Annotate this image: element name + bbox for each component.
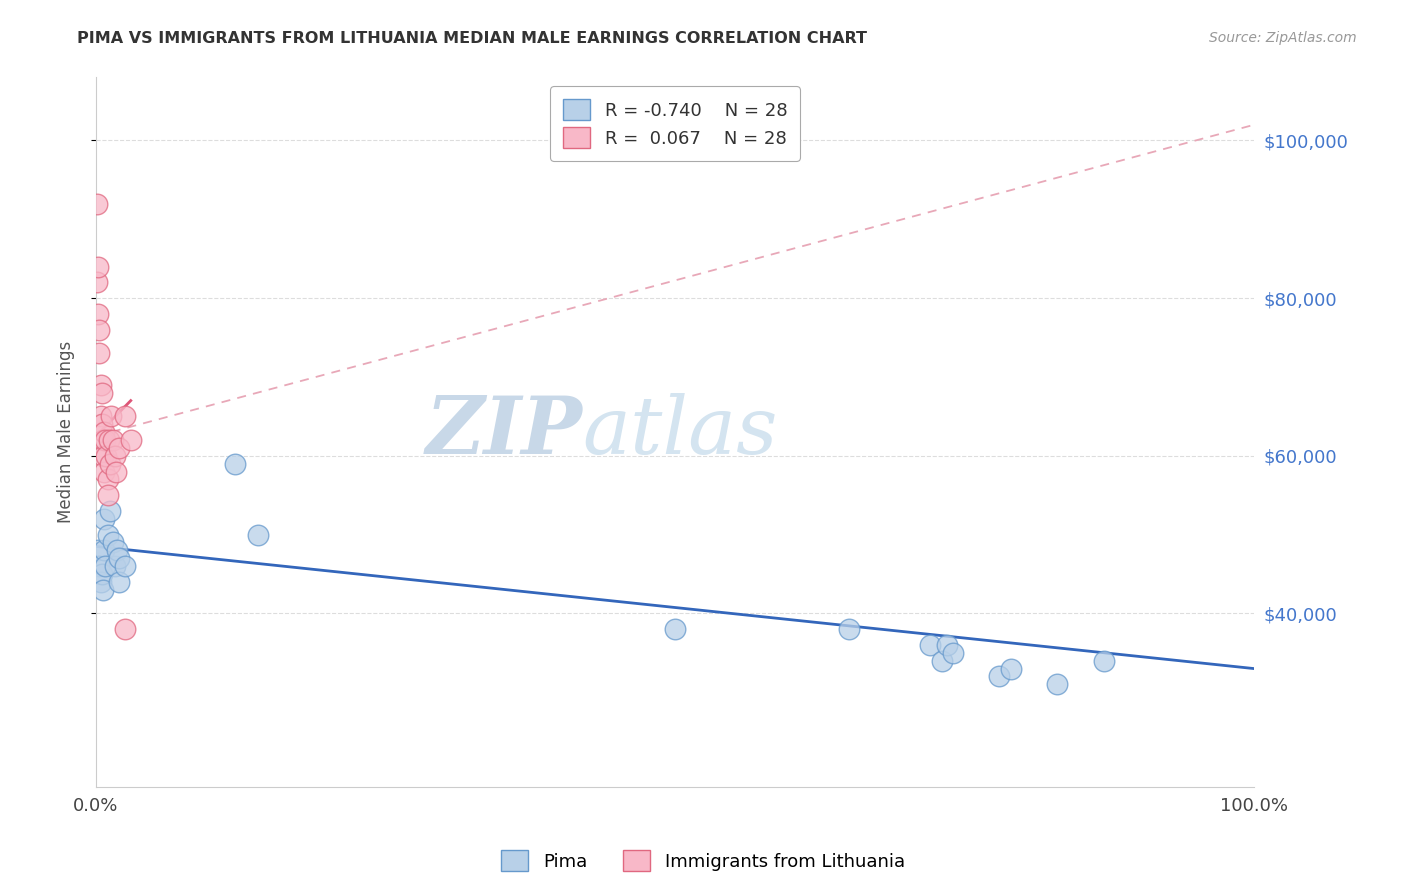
Point bbox=[94, 433, 117, 447]
Point bbox=[100, 409, 122, 424]
Point bbox=[97, 527, 120, 541]
Legend: Pima, Immigrants from Lithuania: Pima, Immigrants from Lithuania bbox=[494, 843, 912, 879]
Point bbox=[90, 417, 112, 432]
Point bbox=[105, 543, 128, 558]
Point bbox=[942, 646, 965, 660]
Point bbox=[87, 260, 110, 274]
Point bbox=[103, 449, 125, 463]
Point bbox=[108, 441, 131, 455]
Point bbox=[97, 488, 120, 502]
Point bbox=[936, 638, 959, 652]
Point bbox=[90, 567, 112, 582]
Point bbox=[89, 323, 111, 337]
Point bbox=[931, 654, 953, 668]
Point bbox=[89, 346, 111, 360]
Point bbox=[1046, 677, 1069, 691]
Point bbox=[98, 504, 121, 518]
Point bbox=[104, 465, 127, 479]
Point bbox=[97, 472, 120, 486]
Point bbox=[93, 465, 115, 479]
Point bbox=[1000, 662, 1022, 676]
Point bbox=[91, 582, 114, 597]
Point bbox=[91, 449, 114, 463]
Point bbox=[1092, 654, 1115, 668]
Point bbox=[93, 425, 115, 439]
Point bbox=[114, 409, 136, 424]
Point bbox=[664, 622, 686, 636]
Text: PIMA VS IMMIGRANTS FROM LITHUANIA MEDIAN MALE EARNINGS CORRELATION CHART: PIMA VS IMMIGRANTS FROM LITHUANIA MEDIAN… bbox=[77, 31, 868, 46]
Point bbox=[114, 622, 136, 636]
Point bbox=[103, 535, 125, 549]
Point bbox=[94, 559, 117, 574]
Point bbox=[98, 457, 121, 471]
Point bbox=[86, 196, 108, 211]
Point bbox=[918, 638, 941, 652]
Point bbox=[103, 559, 125, 574]
Text: Source: ZipAtlas.com: Source: ZipAtlas.com bbox=[1209, 31, 1357, 45]
Point bbox=[96, 449, 118, 463]
Point bbox=[93, 512, 115, 526]
Point bbox=[988, 669, 1011, 683]
Point bbox=[224, 457, 246, 471]
Point bbox=[90, 409, 112, 424]
Point bbox=[91, 433, 114, 447]
Text: ZIP: ZIP bbox=[426, 393, 582, 471]
Point bbox=[97, 433, 120, 447]
Point bbox=[120, 433, 142, 447]
Point bbox=[87, 543, 110, 558]
Point bbox=[89, 559, 111, 574]
Point bbox=[90, 574, 112, 589]
Text: atlas: atlas bbox=[582, 393, 778, 471]
Point bbox=[108, 551, 131, 566]
Point bbox=[93, 543, 115, 558]
Point bbox=[90, 377, 112, 392]
Point bbox=[838, 622, 860, 636]
Point bbox=[114, 559, 136, 574]
Y-axis label: Median Male Earnings: Median Male Earnings bbox=[58, 341, 75, 524]
Point bbox=[247, 527, 270, 541]
Point bbox=[86, 276, 108, 290]
Point bbox=[103, 433, 125, 447]
Legend: R = -0.740    N = 28, R =  0.067    N = 28: R = -0.740 N = 28, R = 0.067 N = 28 bbox=[550, 87, 800, 161]
Point bbox=[87, 307, 110, 321]
Point bbox=[108, 574, 131, 589]
Point bbox=[90, 385, 112, 400]
